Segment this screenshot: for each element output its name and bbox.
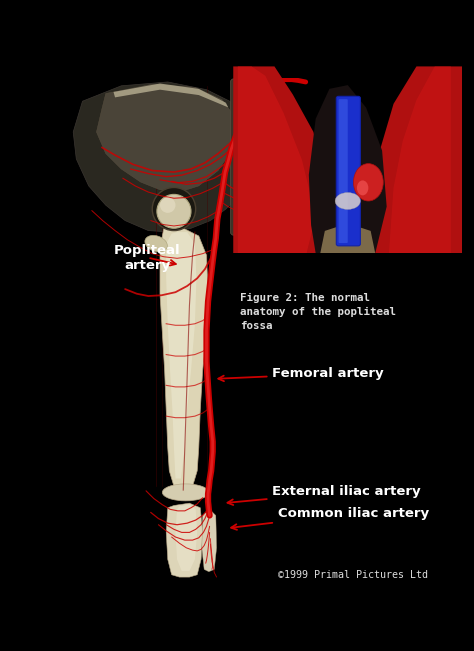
Polygon shape xyxy=(166,232,196,478)
Text: Common iliac artery: Common iliac artery xyxy=(231,506,429,530)
Polygon shape xyxy=(233,66,329,253)
Text: Popliteal
artery: Popliteal artery xyxy=(114,243,181,271)
Circle shape xyxy=(152,187,196,230)
Polygon shape xyxy=(160,229,208,490)
FancyBboxPatch shape xyxy=(336,96,360,246)
Polygon shape xyxy=(96,84,237,192)
Polygon shape xyxy=(166,503,202,577)
Polygon shape xyxy=(238,66,316,253)
Polygon shape xyxy=(202,511,217,572)
Polygon shape xyxy=(175,505,197,571)
Polygon shape xyxy=(371,66,462,253)
FancyBboxPatch shape xyxy=(235,206,264,220)
Polygon shape xyxy=(320,223,375,253)
FancyBboxPatch shape xyxy=(235,115,264,129)
Text: Figure 2: The normal
anatomy of the popliteal
fossa: Figure 2: The normal anatomy of the popl… xyxy=(240,293,396,331)
Text: ©1999 Primal Pictures Ltd: ©1999 Primal Pictures Ltd xyxy=(278,570,428,581)
FancyBboxPatch shape xyxy=(235,184,264,199)
FancyBboxPatch shape xyxy=(235,161,264,175)
Circle shape xyxy=(157,195,191,229)
Polygon shape xyxy=(309,85,387,253)
Polygon shape xyxy=(389,66,451,253)
Circle shape xyxy=(160,197,175,213)
Polygon shape xyxy=(73,82,257,232)
FancyBboxPatch shape xyxy=(235,92,264,106)
Text: External iliac artery: External iliac artery xyxy=(228,485,421,505)
FancyBboxPatch shape xyxy=(338,99,348,243)
Ellipse shape xyxy=(357,180,368,195)
Text: Femoral artery: Femoral artery xyxy=(219,367,384,381)
FancyBboxPatch shape xyxy=(230,79,268,235)
Polygon shape xyxy=(113,83,228,107)
Ellipse shape xyxy=(162,484,209,501)
FancyBboxPatch shape xyxy=(235,138,264,152)
Ellipse shape xyxy=(354,163,383,201)
Ellipse shape xyxy=(335,193,360,210)
Ellipse shape xyxy=(145,236,167,252)
Circle shape xyxy=(160,195,188,223)
